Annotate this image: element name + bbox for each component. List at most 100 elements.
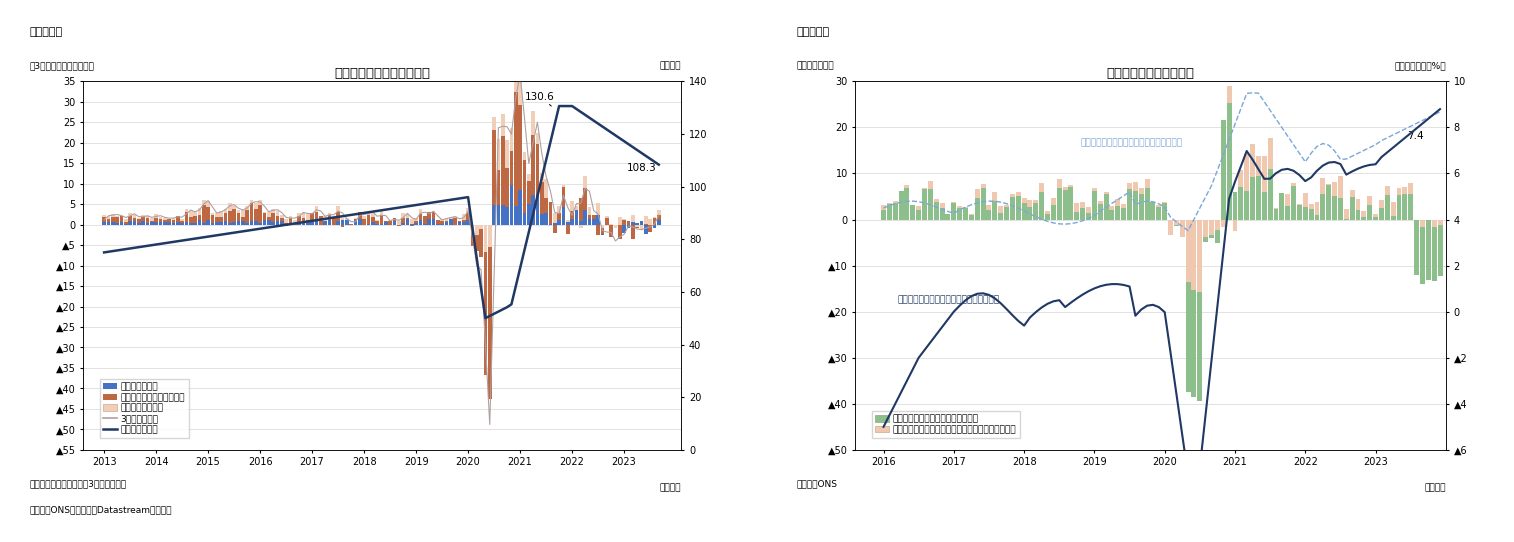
Bar [1314, 202, 1320, 215]
Bar [375, 220, 378, 221]
Bar [415, 217, 418, 221]
Bar [631, 222, 634, 224]
Bar [427, 219, 431, 224]
Bar [224, 221, 227, 224]
Bar [410, 224, 413, 227]
Bar [975, 189, 980, 198]
Bar [292, 220, 297, 223]
Bar [241, 210, 245, 217]
Bar [540, 215, 544, 224]
Bar [292, 223, 297, 224]
Bar [627, 221, 630, 224]
Bar [1361, 217, 1366, 220]
Bar [657, 220, 660, 224]
Bar [887, 204, 892, 220]
Bar [176, 222, 180, 224]
Bar [210, 213, 215, 215]
Bar [934, 199, 939, 202]
Bar [618, 224, 622, 234]
Bar [254, 203, 257, 209]
Legend: サービス業以外, 居住・飲食・芸術・娯楽業, その他サービス業, 3か月前との差, 求人数（右軸）: サービス業以外, 居住・飲食・芸術・娯楽業, その他サービス業, 3か月前との差… [100, 378, 189, 438]
Bar [271, 222, 276, 224]
Bar [609, 224, 613, 236]
）3か月前との差 [121, 212, 139, 219]
Bar [354, 218, 357, 220]
Bar [301, 221, 306, 224]
Bar [639, 222, 643, 224]
Bar [457, 222, 462, 224]
Bar [553, 223, 557, 224]
Bar [185, 222, 188, 224]
Bar [194, 223, 197, 224]
Bar [1132, 191, 1139, 220]
Bar [657, 210, 660, 215]
Bar [215, 222, 218, 224]
Bar [639, 224, 643, 230]
Bar [159, 218, 162, 222]
）3か月前との差 [650, 212, 668, 218]
Bar [1063, 187, 1067, 190]
Bar [488, 224, 492, 398]
Bar [1267, 169, 1273, 220]
Bar [587, 220, 592, 224]
Line: ―求人数（右軸）: ―求人数（右軸） [104, 106, 659, 318]
Bar [492, 130, 497, 205]
Bar [583, 188, 587, 210]
Bar [531, 195, 534, 224]
Bar [483, 224, 488, 237]
Bar [141, 217, 145, 221]
Bar [513, 205, 518, 224]
Bar [441, 221, 444, 224]
Bar [1204, 220, 1208, 242]
Bar [220, 211, 223, 217]
Bar [145, 223, 150, 224]
Bar [129, 216, 132, 221]
Text: （月次）: （月次） [660, 483, 681, 492]
Bar [380, 211, 383, 215]
Bar [232, 222, 236, 224]
Bar [1122, 208, 1126, 220]
Bar [506, 140, 509, 168]
Bar [120, 222, 123, 224]
Bar [1179, 220, 1185, 233]
Bar [1402, 194, 1408, 220]
Bar [271, 213, 276, 222]
Bar [1355, 210, 1361, 220]
Bar [643, 224, 648, 234]
Bar [1110, 206, 1114, 210]
Bar [103, 215, 106, 217]
Bar [1034, 203, 1039, 220]
―求人数（右軸） [477, 315, 495, 321]
Bar [583, 210, 587, 224]
Bar [418, 209, 422, 214]
Bar [285, 223, 288, 224]
Bar [276, 216, 279, 221]
Bar [657, 215, 660, 220]
Bar [262, 220, 266, 224]
Bar [1285, 193, 1290, 206]
Bar [471, 224, 474, 236]
Bar [916, 210, 921, 220]
Bar [215, 216, 218, 222]
Bar [357, 212, 362, 219]
Bar [940, 209, 945, 220]
Text: 130.6: 130.6 [525, 92, 556, 106]
Bar [1251, 177, 1255, 220]
Bar [385, 222, 388, 224]
Bar [229, 203, 232, 211]
Bar [197, 208, 201, 215]
Bar [1257, 156, 1261, 176]
Bar [145, 216, 150, 218]
Text: （注）季節調整値、後方3か月移動平均: （注）季節調整値、後方3か月移動平均 [29, 480, 127, 489]
Bar [1214, 220, 1220, 243]
Bar [613, 224, 618, 226]
Bar [513, 93, 518, 205]
Text: （3か月前との差、万人）: （3か月前との差、万人） [29, 61, 94, 70]
Bar [1110, 210, 1114, 220]
Bar [904, 185, 910, 189]
Bar [471, 224, 474, 232]
Bar [1257, 176, 1261, 220]
Bar [1210, 220, 1214, 235]
Bar [171, 218, 176, 220]
Bar [1051, 198, 1055, 205]
